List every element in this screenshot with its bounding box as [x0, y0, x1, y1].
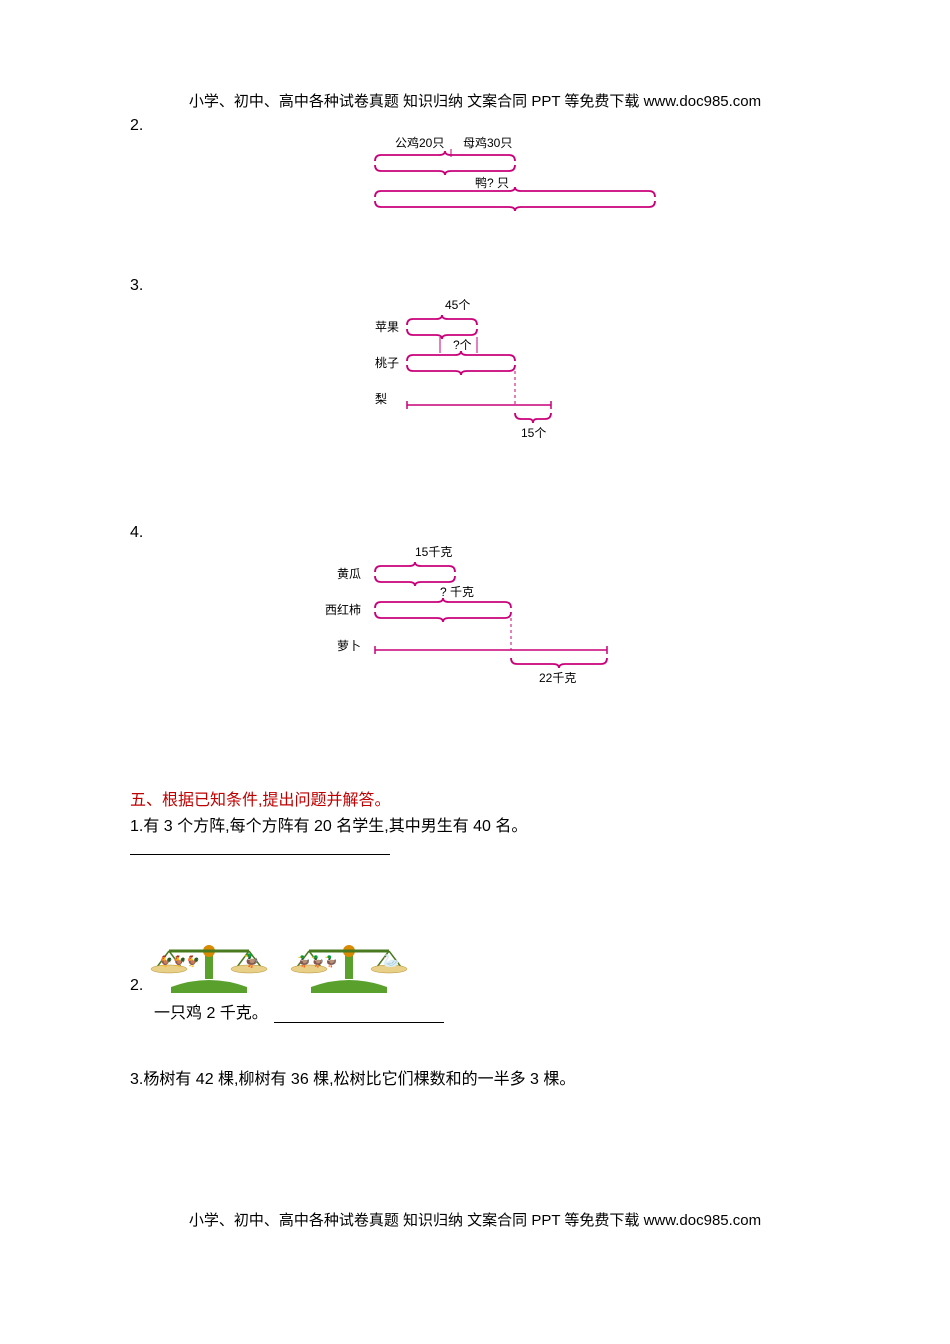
q3-number: 3.	[130, 277, 820, 295]
s5-q1-text: 1.有 3 个方阵,每个方阵有 20 名学生,其中男生有 40 名。	[130, 812, 820, 836]
question-4: 4. 15千克 黄瓜 ? 千克 西红柿 萝卜 22千克	[130, 524, 820, 702]
duck-icon: 🦆	[243, 953, 259, 969]
goose-icon: 🦢	[383, 953, 399, 968]
q3-unknown: ?个	[453, 338, 472, 352]
s5-q2-prefix: 一只鸡 2 千克。	[154, 1005, 268, 1022]
question-3: 3. 45个 苹果 ?个 桃子 梨 15个	[130, 277, 820, 460]
question-2: 2. 公鸡20只 母鸡30只 鸭? 只	[130, 117, 820, 213]
q2-duck-label: 鸭? 只	[475, 176, 509, 190]
s5-q1-blank	[130, 836, 390, 855]
q4-radish-label: 萝卜	[337, 639, 361, 653]
q3-extra: 15个	[521, 426, 546, 440]
q2-number: 2.	[130, 117, 820, 135]
q3-apple-label: 苹果	[375, 320, 399, 334]
duck-icon: 🦆🦆🦆	[297, 955, 338, 968]
q3-peach-label: 桃子	[375, 355, 399, 370]
scale-figure: 🐓🐓🐓 🦆 🦆🦆🦆 🦢	[149, 905, 449, 995]
s5-q3-text: 3.杨树有 42 棵,柳树有 36 棵,松树比它们棵数和的一半多 3 棵。	[130, 1065, 820, 1089]
s5-q2-number: 2.	[130, 977, 143, 995]
q3-top-count: 45个	[445, 298, 470, 312]
s5-q2-label: 一只鸡 2 千克。	[154, 999, 820, 1023]
chicken-icon: 🐓🐓🐓	[159, 955, 200, 968]
q4-figure: 15千克 黄瓜 ? 千克 西红柿 萝卜 22千克	[275, 542, 675, 702]
q4-extra: 22千克	[539, 671, 576, 685]
page-header: 小学、初中、高中各种试卷真题 知识归纳 文案合同 PPT 等免费下载 www.d…	[130, 90, 820, 111]
section-5-title: 五、根据已知条件,提出问题并解答。	[130, 786, 820, 810]
q2-hen-label: 母鸡30只	[463, 135, 512, 150]
q4-tomato-label: 西红柿	[325, 602, 361, 617]
q2-figure: 公鸡20只 母鸡30只 鸭? 只	[265, 135, 685, 213]
q4-number: 4.	[130, 524, 820, 542]
q3-pear-label: 梨	[375, 392, 387, 406]
s5-q2-row: 2. 🐓🐓🐓 🦆	[130, 905, 820, 995]
q3-figure: 45个 苹果 ?个 桃子 梨 15个	[325, 295, 625, 460]
page-footer: 小学、初中、高中各种试卷真题 知识归纳 文案合同 PPT 等免费下载 www.d…	[130, 1209, 820, 1230]
s5-q2-blank	[274, 1004, 444, 1023]
q2-rooster-label: 公鸡20只	[395, 135, 444, 150]
q4-top-count: 15千克	[415, 545, 452, 559]
q4-cucumber-label: 黄瓜	[337, 567, 361, 581]
q4-unknown: ? 千克	[440, 585, 474, 599]
